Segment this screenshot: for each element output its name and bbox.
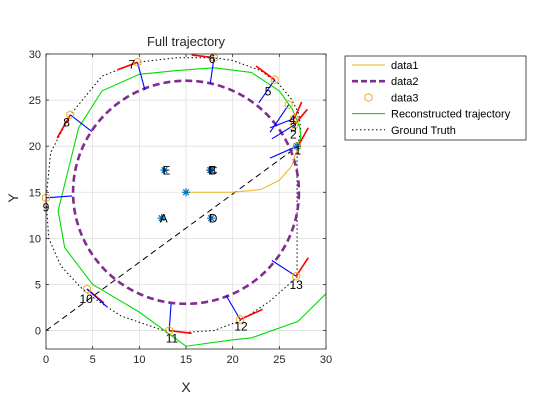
blue-segment bbox=[258, 79, 276, 104]
red-segment bbox=[297, 127, 309, 147]
x-tick-label: 5 bbox=[90, 354, 96, 366]
red-segment bbox=[56, 114, 71, 139]
legend-box bbox=[344, 55, 527, 141]
waypoint-label: 1 bbox=[295, 143, 302, 157]
blue-segment bbox=[269, 104, 290, 133]
data3-marker bbox=[290, 120, 299, 130]
y-tick-label: 30 bbox=[29, 49, 41, 61]
x-tick-label: 0 bbox=[43, 354, 49, 366]
reconstructed-trajectory-line bbox=[57, 67, 326, 347]
waypoint-label: 12 bbox=[234, 319, 248, 333]
legend-label: Ground Truth bbox=[391, 125, 456, 137]
landmark-label: D bbox=[209, 212, 218, 226]
data3-marker bbox=[133, 57, 142, 67]
y-tick-label: 5 bbox=[35, 279, 41, 291]
landmark-label: B bbox=[208, 164, 216, 178]
data2-circle bbox=[71, 79, 301, 306]
data3-marker bbox=[270, 75, 279, 85]
blue-segment bbox=[225, 295, 241, 320]
star-stroke bbox=[293, 142, 301, 150]
data3-marker bbox=[66, 110, 75, 120]
chart-title: Full trajectory bbox=[147, 34, 226, 49]
data3-marker bbox=[165, 326, 174, 336]
waypoint-label: 2 bbox=[290, 128, 297, 142]
blue-segment bbox=[271, 260, 297, 277]
blue-segment bbox=[209, 57, 215, 84]
blue-segment bbox=[136, 62, 146, 91]
center-star-marker bbox=[182, 188, 190, 197]
blue-segment bbox=[86, 288, 108, 308]
data1-line bbox=[186, 146, 299, 193]
start-star-marker bbox=[293, 142, 302, 151]
landmark-star-marker bbox=[207, 214, 216, 223]
waypoint-label: 7 bbox=[129, 58, 136, 72]
legend-label: data2 bbox=[391, 76, 419, 88]
y-tick-label: 25 bbox=[29, 95, 41, 107]
landmark-star-marker bbox=[160, 166, 169, 175]
landmark-label: E bbox=[162, 164, 170, 178]
blue-segment bbox=[269, 145, 298, 159]
legend-swatch bbox=[364, 92, 373, 102]
data3-marker bbox=[290, 113, 299, 124]
legend-entry: data3 bbox=[364, 92, 419, 104]
legend-label: data1 bbox=[391, 60, 419, 72]
data3-marker bbox=[210, 53, 218, 63]
legend-entry: data1 bbox=[352, 60, 419, 72]
diagonal-line bbox=[46, 145, 299, 331]
data3-marker bbox=[292, 271, 301, 281]
x-tick-label: 10 bbox=[133, 354, 145, 366]
star-stroke bbox=[182, 189, 190, 196]
x-tick-label: 30 bbox=[320, 354, 332, 366]
x-tick-label: 15 bbox=[180, 354, 192, 366]
waypoint-label: 13 bbox=[289, 278, 303, 292]
waypoint-label: 6 bbox=[209, 52, 216, 66]
legend-entry: Reconstructed trajectory bbox=[352, 109, 511, 121]
star-stroke bbox=[161, 166, 168, 174]
waypoint-label: 4 bbox=[289, 113, 296, 127]
waypoint-label: 8 bbox=[63, 116, 70, 130]
waypoint-label: 11 bbox=[166, 331, 179, 345]
data3-marker bbox=[284, 100, 293, 110]
data3-marker bbox=[236, 314, 245, 325]
legend-entry: Ground Truth bbox=[352, 125, 456, 137]
landmark-label: A bbox=[160, 212, 168, 226]
star-stroke bbox=[207, 214, 215, 222]
legend-label: Reconstructed trajectory bbox=[391, 109, 511, 121]
data3-marker bbox=[83, 284, 91, 294]
legend-label: data3 bbox=[391, 92, 419, 104]
legend: data1 data2 data3 Reconstructed trajectory G… bbox=[344, 55, 527, 141]
waypoint-label: 5 bbox=[265, 84, 272, 98]
legend-entry: data2 bbox=[352, 76, 419, 88]
x-tick-label: 20 bbox=[227, 354, 239, 366]
x-tick-label: 25 bbox=[273, 354, 285, 366]
waypoint-label: 10 bbox=[79, 292, 93, 306]
ground-truth-line bbox=[46, 57, 302, 333]
x-axis-label: X bbox=[181, 379, 191, 395]
blue-segment bbox=[168, 303, 172, 331]
waypoint-label: 3 bbox=[290, 120, 297, 134]
y-tick-label: 0 bbox=[35, 326, 41, 338]
axes-frame bbox=[45, 53, 327, 350]
landmark-star-marker bbox=[207, 166, 216, 175]
star-stroke bbox=[207, 166, 215, 174]
landmark-label: C bbox=[209, 164, 218, 178]
landmark-star-marker bbox=[157, 214, 166, 223]
blue-segment bbox=[69, 114, 93, 132]
blue-segment bbox=[46, 195, 73, 199]
y-tick-label: 20 bbox=[29, 141, 41, 153]
star-stroke bbox=[158, 214, 165, 222]
y-tick-label: 10 bbox=[29, 233, 41, 245]
data3-marker bbox=[293, 141, 301, 151]
y-axis-label: Y bbox=[5, 193, 21, 203]
y-tick-label: 15 bbox=[29, 187, 41, 199]
